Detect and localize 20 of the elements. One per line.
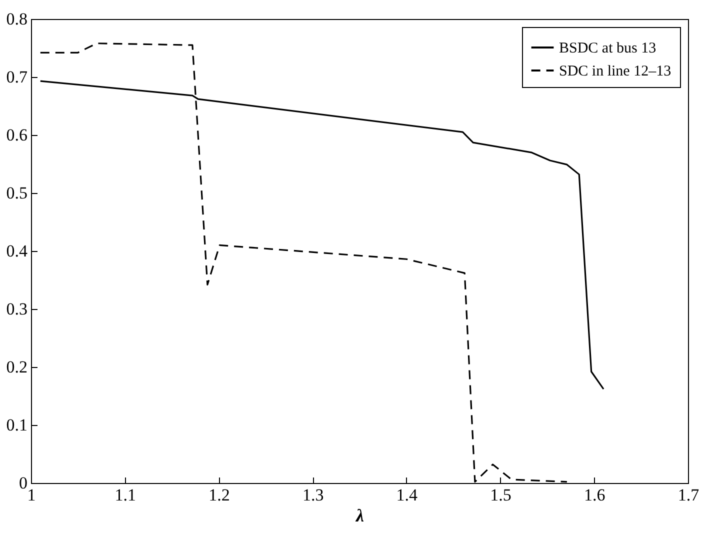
x-tick-label: 1.2 (208, 486, 230, 504)
x-tick-label: 1.4 (396, 486, 418, 504)
x-tick-label: 1.7 (678, 486, 700, 504)
y-tick-label: 0.5 (6, 184, 28, 202)
y-tick-label: 0.3 (6, 300, 28, 318)
x-tick-label: 1.1 (114, 486, 136, 504)
x-tick-label: 1.3 (302, 486, 324, 504)
y-tick-label: 0.6 (6, 126, 28, 144)
x-tick-label: 1.6 (584, 486, 606, 504)
legend-label: SDC in line 12–13 (559, 64, 672, 80)
x-tick-label: 1.5 (490, 486, 512, 504)
x-tick-label: 1 (27, 486, 36, 504)
y-tick-label: 0.2 (6, 358, 28, 376)
y-tick-label: 0.7 (6, 68, 28, 86)
y-tick-label: 0 (19, 474, 28, 492)
x-axis-title: λ (355, 506, 364, 526)
legend-label: BSDC at bus 13 (559, 40, 656, 56)
y-tick-label: 0.4 (6, 242, 28, 260)
y-tick-label: 0.8 (6, 10, 28, 28)
y-tick-label: 0.1 (6, 416, 28, 434)
